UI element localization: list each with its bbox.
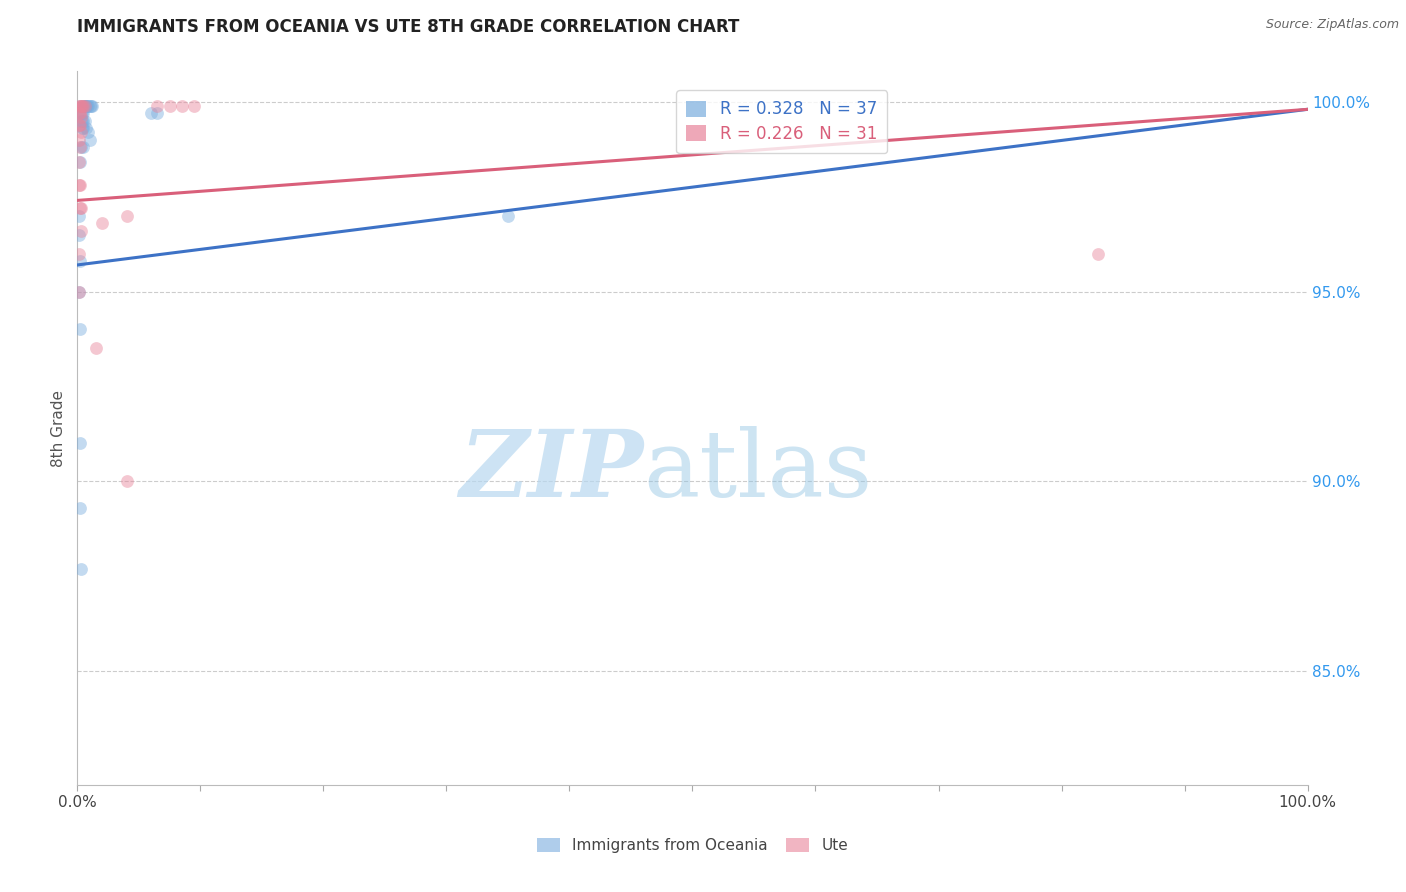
- Point: [77, 125, 100, 139]
- Point: [146, 98, 169, 112]
- Point: [67, 98, 90, 112]
- Point: [73, 98, 96, 112]
- Point: [67, 209, 90, 223]
- Point: [72, 98, 94, 112]
- Point: [70, 561, 93, 575]
- Point: [70, 121, 93, 136]
- Point: [69, 98, 91, 112]
- Point: [73, 98, 96, 112]
- Point: [67, 178, 90, 193]
- Point: [73, 98, 96, 112]
- Point: [67, 133, 90, 147]
- Y-axis label: 8th Grade: 8th Grade: [51, 390, 66, 467]
- Text: IMMIGRANTS FROM OCEANIA VS UTE 8TH GRADE CORRELATION CHART: IMMIGRANTS FROM OCEANIA VS UTE 8TH GRADE…: [77, 18, 740, 36]
- Point: [75, 98, 97, 112]
- Text: atlas: atlas: [644, 426, 873, 516]
- Text: Source: ZipAtlas.com: Source: ZipAtlas.com: [1265, 18, 1399, 31]
- Point: [159, 98, 181, 112]
- Point: [70, 110, 93, 124]
- Point: [115, 209, 138, 223]
- Point: [141, 106, 163, 120]
- Text: ZIP: ZIP: [458, 426, 644, 516]
- Point: [69, 436, 91, 450]
- Point: [67, 118, 90, 132]
- Point: [80, 98, 103, 112]
- Point: [69, 155, 91, 169]
- Point: [67, 285, 90, 299]
- Point: [170, 98, 193, 112]
- Point: [77, 98, 100, 112]
- Point: [70, 106, 93, 120]
- Point: [70, 201, 93, 215]
- Point: [70, 106, 93, 120]
- Point: [73, 113, 96, 128]
- Point: [115, 475, 138, 489]
- Point: [90, 216, 114, 230]
- Point: [69, 98, 91, 112]
- Point: [72, 140, 94, 154]
- Point: [67, 227, 90, 242]
- Point: [67, 106, 90, 120]
- Point: [72, 113, 94, 128]
- Point: [70, 113, 93, 128]
- Point: [67, 246, 90, 260]
- Point: [70, 125, 93, 139]
- Point: [72, 106, 94, 120]
- Point: [70, 140, 93, 154]
- Point: [69, 178, 91, 193]
- Point: [70, 113, 93, 128]
- Point: [67, 285, 90, 299]
- Point: [496, 209, 519, 223]
- Point: [72, 121, 94, 136]
- Point: [75, 98, 97, 112]
- Point: [79, 133, 101, 147]
- Point: [69, 118, 91, 132]
- Point: [76, 98, 98, 112]
- Point: [67, 155, 90, 169]
- Point: [70, 224, 93, 238]
- Point: [1087, 246, 1109, 260]
- Point: [69, 500, 91, 515]
- Legend: Immigrants from Oceania, Ute: Immigrants from Oceania, Ute: [531, 831, 853, 859]
- Point: [146, 106, 169, 120]
- Point: [84, 342, 107, 356]
- Point: [69, 322, 91, 336]
- Point: [75, 121, 97, 136]
- Point: [79, 98, 101, 112]
- Point: [69, 254, 91, 268]
- Point: [69, 140, 91, 154]
- Point: [70, 98, 93, 112]
- Point: [69, 201, 91, 215]
- Point: [72, 98, 94, 112]
- Point: [183, 98, 205, 112]
- Point: [82, 98, 104, 112]
- Point: [69, 106, 91, 120]
- Point: [70, 98, 93, 112]
